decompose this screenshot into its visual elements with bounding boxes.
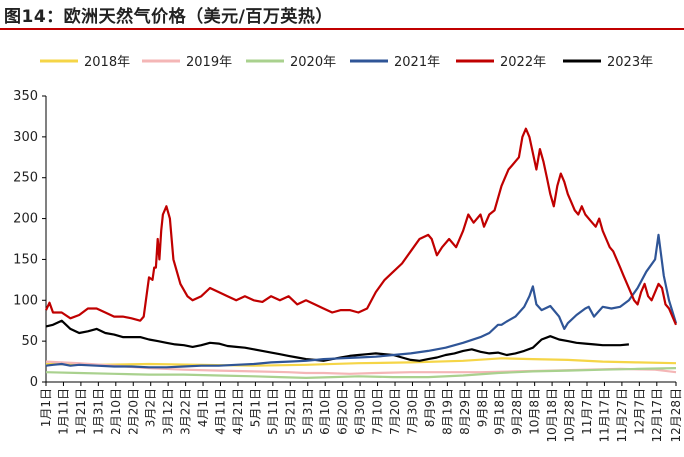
x-tick-label: 1月31日: [91, 388, 105, 435]
y-tick-label: 250: [13, 171, 38, 186]
x-tick-label: 9月18日: [493, 388, 507, 435]
x-tick-label: 7月30日: [405, 388, 419, 435]
x-tick-label: 1月21日: [74, 388, 88, 435]
plot-area: [45, 127, 678, 379]
x-tick-label: 11月17日: [597, 388, 611, 443]
y-tick-label: 200: [13, 212, 38, 227]
x-tick-label: 9月8日: [475, 388, 489, 427]
x-tick-label: 12月7日: [632, 388, 646, 435]
x-tick-label: 12月28日: [669, 388, 683, 443]
x-tick-label: 9月28日: [510, 388, 524, 435]
x-tick-label: 3月2日: [144, 388, 158, 427]
x-tick-label: 6月20日: [336, 388, 350, 435]
y-tick-label: 300: [13, 130, 38, 145]
title-rule: [0, 28, 684, 30]
x-tick-label: 4月21日: [231, 388, 245, 435]
y-tick-label: 0: [30, 375, 38, 390]
x-tick-label: 3月22日: [179, 388, 193, 435]
x-tick-label: 10月28日: [563, 388, 577, 443]
x-axis: 1月1日 1月11日 1月21日 1月31日 2月10日 2月20日 3月2日 3月12日 3月…: [39, 381, 683, 443]
x-tick-label: 12月17日: [650, 388, 664, 443]
figure-title: 图14：欧洲天然气价格（美元/百万英热）: [4, 7, 333, 27]
x-tick-label: 8月9日: [423, 388, 437, 427]
legend-label: 2021年: [394, 55, 440, 70]
y-axis: 0 50 100 150 200 250 300 350: [13, 89, 47, 390]
x-tick-label: 11月27日: [615, 388, 629, 443]
x-tick-label: 3月12日: [161, 388, 175, 435]
legend-label: 2023年: [607, 55, 653, 70]
series-line-2022年: [45, 127, 678, 326]
legend-label: 2019年: [186, 55, 232, 70]
x-tick-label: 11月7日: [580, 388, 594, 435]
x-tick-label: 6月10日: [318, 388, 332, 435]
x-tick-label: 2月20日: [126, 388, 140, 435]
x-tick-label: 4月11日: [214, 388, 228, 435]
legend-label: 2018年: [84, 55, 130, 70]
x-tick-label: 4月1日: [196, 388, 210, 427]
y-tick-label: 100: [13, 293, 38, 308]
x-tick-label: 2月10日: [109, 388, 123, 435]
y-tick-label: 150: [13, 252, 38, 267]
x-tick-label: 5月11日: [266, 388, 280, 435]
x-tick-label: 8月29日: [458, 388, 472, 435]
x-tick-label: 10月18日: [545, 388, 559, 443]
series-line-2020年: [45, 367, 677, 379]
legend-label: 2020年: [290, 55, 336, 70]
legend: 2018年 2019年 2020年 2021年 2022年 2023年: [40, 55, 653, 70]
series-line-2018年: [45, 357, 677, 367]
x-tick-label: 1月11日: [56, 388, 70, 435]
x-tick-label: 5月21日: [283, 388, 297, 435]
x-tick-label: 5月1日: [248, 388, 262, 427]
series-line-2023年: [45, 319, 630, 362]
x-tick-label: 5月31日: [301, 388, 315, 435]
y-tick-label: 350: [13, 89, 38, 104]
legend-label: 2022年: [500, 55, 546, 70]
series-line-2021年: [45, 233, 678, 369]
x-tick-label: 7月10日: [371, 388, 385, 435]
y-tick-label: 50: [21, 334, 38, 349]
x-tick-label: 1月1日: [39, 388, 53, 427]
x-tick-label: 6月30日: [353, 388, 367, 435]
x-tick-label: 10月8日: [528, 388, 542, 435]
x-tick-label: 7月20日: [388, 388, 402, 435]
x-tick-label: 8月19日: [440, 388, 454, 435]
